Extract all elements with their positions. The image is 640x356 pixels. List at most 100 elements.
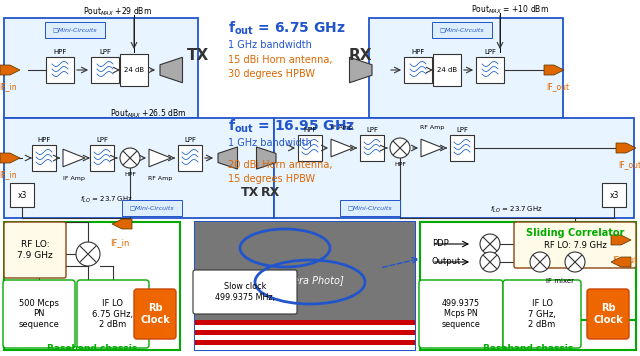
Text: Rb
Clock: Rb Clock — [593, 303, 623, 325]
Text: RX: RX — [348, 47, 372, 63]
Text: Rb
Clock: Rb Clock — [140, 303, 170, 325]
Polygon shape — [218, 147, 237, 169]
FancyBboxPatch shape — [587, 289, 629, 339]
Text: IF_in: IF_in — [110, 238, 130, 247]
Polygon shape — [112, 219, 132, 229]
Circle shape — [565, 252, 585, 272]
Text: Pout$_{MAX}$ +29 dBm: Pout$_{MAX}$ +29 dBm — [83, 6, 152, 18]
Bar — [45, 22, 105, 38]
Polygon shape — [331, 139, 353, 157]
Bar — [433, 54, 461, 86]
Bar — [90, 145, 114, 171]
Bar — [120, 54, 148, 86]
Text: HPF: HPF — [394, 162, 406, 167]
Text: PDP: PDP — [432, 240, 449, 248]
Text: TX: TX — [241, 185, 259, 199]
Text: Slow clock
499.9375 MHz,: Slow clock 499.9375 MHz, — [215, 282, 275, 302]
Polygon shape — [616, 143, 636, 153]
Circle shape — [480, 234, 500, 254]
Text: $f_{LO}$ = 23.7 GHz: $f_{LO}$ = 23.7 GHz — [490, 205, 543, 215]
Bar — [340, 200, 400, 216]
FancyBboxPatch shape — [77, 280, 149, 348]
FancyBboxPatch shape — [419, 280, 503, 348]
Text: 1 GHz bandwidth: 1 GHz bandwidth — [228, 40, 312, 50]
Text: LPF: LPF — [456, 127, 468, 133]
Text: x3: x3 — [17, 190, 27, 199]
Text: IF_in: IF_in — [0, 82, 17, 91]
Text: 24 dB: 24 dB — [437, 67, 457, 73]
Polygon shape — [149, 149, 171, 167]
Text: Pout$_{MAX}$ +26.5 dBm: Pout$_{MAX}$ +26.5 dBm — [110, 108, 186, 120]
Text: LPF: LPF — [184, 137, 196, 143]
Polygon shape — [421, 139, 443, 157]
Bar — [195, 330, 415, 335]
Circle shape — [390, 138, 410, 158]
Bar — [32, 145, 56, 171]
Text: IF_out: IF_out — [618, 160, 640, 169]
Bar — [4, 18, 198, 118]
Text: HPF: HPF — [53, 49, 67, 55]
Text: Baseband chassis: Baseband chassis — [47, 344, 137, 353]
Polygon shape — [544, 65, 564, 75]
Bar — [420, 222, 636, 320]
Bar — [450, 135, 474, 161]
Bar — [195, 320, 415, 325]
FancyBboxPatch shape — [4, 222, 66, 278]
Bar — [602, 183, 626, 207]
Polygon shape — [0, 153, 20, 163]
Bar — [4, 222, 180, 350]
Text: 499.9375
Mcps PN
sequence: 499.9375 Mcps PN sequence — [442, 299, 481, 329]
Bar — [420, 222, 636, 350]
Text: LPF: LPF — [96, 137, 108, 143]
Text: □Mini-Circuits: □Mini-Circuits — [348, 205, 392, 210]
Circle shape — [530, 252, 550, 272]
Text: 1 GHz bandwidth: 1 GHz bandwidth — [228, 138, 312, 148]
Text: IF_in: IF_in — [0, 170, 17, 179]
Text: 24 dB: 24 dB — [124, 67, 144, 73]
Text: IF LO
6.75 GHz,
2 dBm: IF LO 6.75 GHz, 2 dBm — [92, 299, 134, 329]
Text: 30 degrees HPBW: 30 degrees HPBW — [228, 69, 315, 79]
Text: Sliding Correlator: Sliding Correlator — [526, 228, 624, 238]
Text: $\bf{f_{out}}$ = 16.95 GHz: $\bf{f_{out}}$ = 16.95 GHz — [228, 118, 355, 135]
Text: IF Amp: IF Amp — [331, 125, 353, 130]
Text: 15 degrees HPBW: 15 degrees HPBW — [228, 174, 315, 184]
Text: IF LO
7 GHz,
2 dBm: IF LO 7 GHz, 2 dBm — [528, 299, 556, 329]
Text: LPF: LPF — [366, 127, 378, 133]
Text: Output: Output — [432, 257, 461, 267]
FancyBboxPatch shape — [3, 280, 75, 348]
Polygon shape — [349, 57, 372, 83]
Circle shape — [76, 242, 100, 266]
Bar — [369, 18, 563, 118]
Polygon shape — [611, 235, 631, 245]
Text: HPF: HPF — [412, 49, 425, 55]
Polygon shape — [63, 149, 85, 167]
FancyBboxPatch shape — [503, 280, 581, 348]
Bar — [46, 57, 74, 83]
Text: RF Amp: RF Amp — [420, 125, 444, 130]
Text: RF LO: 7.9 GHz: RF LO: 7.9 GHz — [543, 241, 606, 250]
Bar — [178, 145, 202, 171]
Bar — [195, 222, 415, 350]
Text: IF Amp: IF Amp — [63, 176, 85, 181]
Bar — [360, 135, 384, 161]
Text: RF Amp: RF Amp — [148, 176, 172, 181]
FancyBboxPatch shape — [193, 270, 297, 314]
Polygon shape — [0, 65, 20, 75]
Text: RX: RX — [260, 185, 280, 199]
Bar — [4, 118, 274, 218]
Bar — [122, 200, 182, 216]
Bar — [274, 118, 634, 218]
Polygon shape — [611, 257, 631, 267]
FancyBboxPatch shape — [134, 289, 176, 339]
Bar — [10, 183, 34, 207]
Text: $\bf{f_{out}}$ = 6.75 GHz: $\bf{f_{out}}$ = 6.75 GHz — [228, 20, 346, 37]
Bar — [195, 335, 415, 340]
Text: [Camera Photo]: [Camera Photo] — [267, 275, 344, 285]
Bar — [195, 222, 415, 350]
Text: RF LO:
7.9 GHz: RF LO: 7.9 GHz — [17, 240, 53, 260]
Text: 20 dBi Horn antenna,: 20 dBi Horn antenna, — [228, 160, 333, 170]
Bar — [195, 325, 415, 330]
Text: IF_out: IF_out — [547, 82, 570, 91]
Text: □Mini-Circuits: □Mini-Circuits — [130, 205, 174, 210]
Text: Pout$_{MAX}$ = +10 dBm: Pout$_{MAX}$ = +10 dBm — [471, 4, 549, 16]
